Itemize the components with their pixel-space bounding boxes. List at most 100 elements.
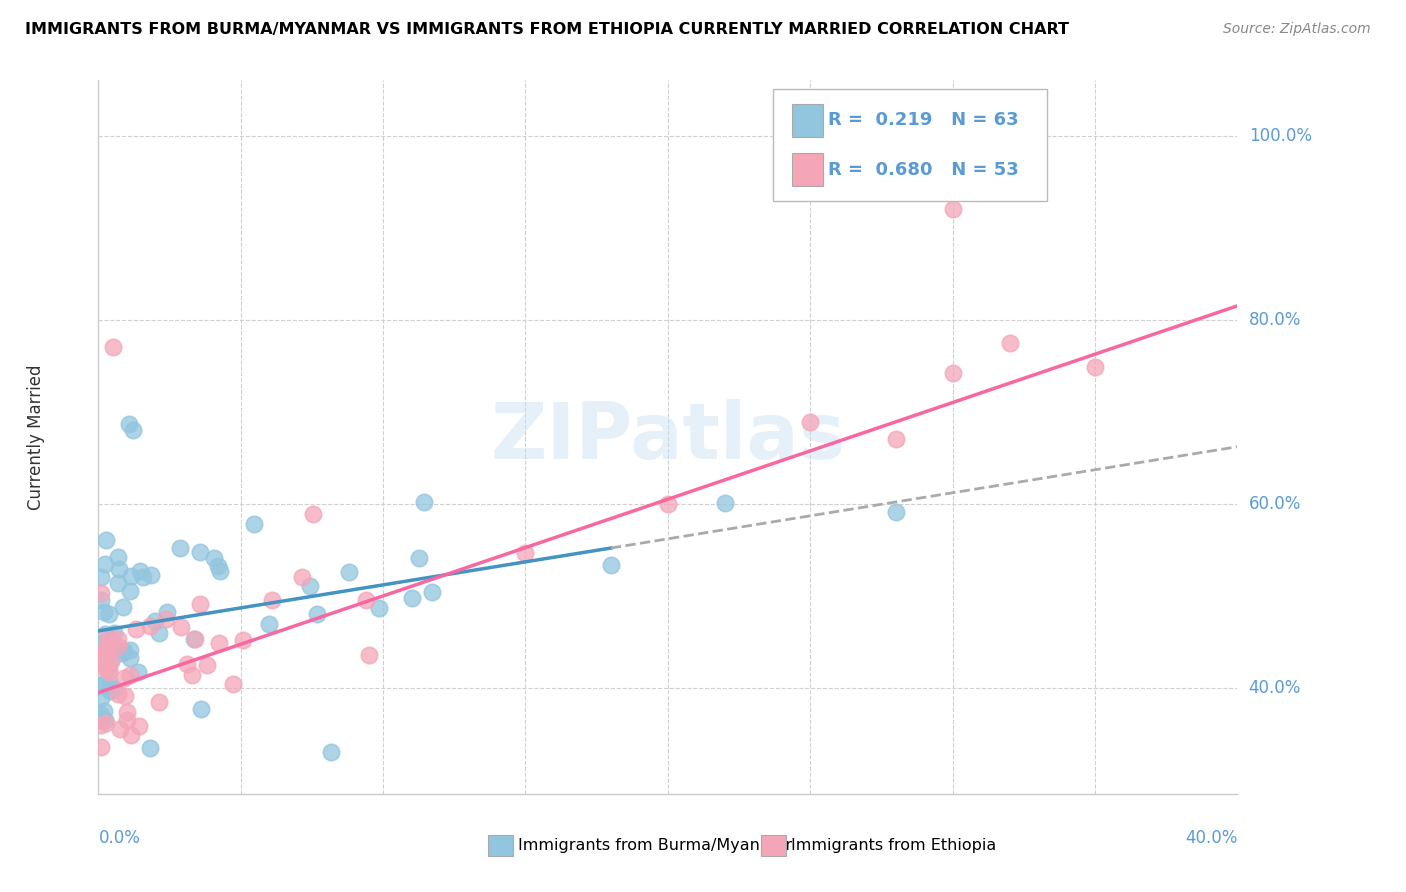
Point <box>128 719 150 733</box>
Point <box>148 695 170 709</box>
Point <box>108 562 131 576</box>
Point <box>107 576 129 591</box>
Point <box>90 679 112 693</box>
Point <box>96 716 118 731</box>
Point <box>408 551 430 566</box>
Point <box>98 665 121 680</box>
Point <box>357 648 380 663</box>
Point <box>139 567 162 582</box>
Point <box>121 423 143 437</box>
Point <box>114 689 136 703</box>
Point <box>368 600 391 615</box>
Point <box>208 636 231 650</box>
Point <box>107 632 129 646</box>
Point <box>188 597 211 611</box>
Point <box>118 584 141 599</box>
Point <box>115 713 138 727</box>
Text: Immigrants from Ethiopia: Immigrants from Ethiopia <box>790 838 995 853</box>
Point <box>600 558 623 573</box>
Point <box>155 612 177 626</box>
Point <box>259 616 281 631</box>
Point <box>107 639 129 653</box>
Text: Immigrants from Burma/Myanmar: Immigrants from Burma/Myanmar <box>517 838 792 853</box>
Point <box>884 433 907 447</box>
Point <box>107 687 129 701</box>
Point <box>94 533 117 548</box>
Point <box>93 647 115 661</box>
Point <box>156 605 179 619</box>
Point <box>884 505 907 519</box>
Point <box>112 644 135 658</box>
Point <box>97 662 120 676</box>
Point <box>412 495 434 509</box>
Point <box>299 579 322 593</box>
Text: 40.0%: 40.0% <box>1185 829 1237 847</box>
Text: 60.0%: 60.0% <box>1249 495 1301 513</box>
Point <box>112 599 135 614</box>
Point <box>176 657 198 671</box>
Text: R =  0.680   N = 53: R = 0.680 N = 53 <box>828 161 1019 178</box>
Point <box>942 202 965 217</box>
Point <box>207 559 229 574</box>
Point <box>97 636 120 650</box>
Point <box>180 667 202 681</box>
Text: 80.0%: 80.0% <box>1249 310 1301 328</box>
Point <box>132 570 155 584</box>
Point <box>94 557 117 571</box>
Point <box>90 570 112 584</box>
Point <box>90 586 112 600</box>
Point <box>94 626 117 640</box>
Text: 100.0%: 100.0% <box>1249 127 1312 145</box>
Point <box>100 632 122 647</box>
Point <box>101 340 124 354</box>
Point <box>103 626 125 640</box>
Point <box>515 546 537 560</box>
Point <box>184 632 207 646</box>
Point <box>321 745 343 759</box>
Point <box>97 630 120 644</box>
Point <box>143 614 166 628</box>
Point <box>195 658 218 673</box>
Text: IMMIGRANTS FROM BURMA/MYANMAR VS IMMIGRANTS FROM ETHIOPIA CURRENTLY MARRIED CORR: IMMIGRANTS FROM BURMA/MYANMAR VS IMMIGRA… <box>25 22 1070 37</box>
Point <box>100 654 122 668</box>
Point <box>120 642 142 657</box>
Point <box>714 495 737 509</box>
Text: 0.0%: 0.0% <box>98 829 141 847</box>
Point <box>110 722 132 736</box>
Point <box>96 661 118 675</box>
Point <box>799 415 821 429</box>
Point <box>657 497 679 511</box>
Text: ZIPatlas: ZIPatlas <box>491 399 845 475</box>
Point <box>118 651 141 665</box>
Text: 40.0%: 40.0% <box>1249 679 1301 697</box>
Text: Source: ZipAtlas.com: Source: ZipAtlas.com <box>1223 22 1371 37</box>
Point <box>401 591 423 605</box>
Point <box>998 335 1021 350</box>
Point <box>90 740 112 755</box>
Point <box>1084 360 1107 375</box>
Point <box>96 660 118 674</box>
Point <box>90 718 112 732</box>
Point <box>94 642 117 657</box>
Point <box>90 691 112 706</box>
Point <box>120 568 142 582</box>
Point <box>129 564 152 578</box>
Point <box>127 665 149 679</box>
Point <box>100 653 122 667</box>
Point <box>202 551 225 566</box>
Point <box>243 516 266 531</box>
Point <box>301 507 323 521</box>
Point <box>260 592 283 607</box>
Point <box>107 550 129 565</box>
Point <box>118 417 141 431</box>
Point <box>94 713 117 727</box>
Point <box>420 585 443 599</box>
Point <box>97 607 120 621</box>
Point <box>93 704 115 718</box>
Point <box>91 660 114 674</box>
FancyBboxPatch shape <box>488 835 513 856</box>
Point <box>138 740 160 755</box>
Point <box>90 655 112 669</box>
Point <box>96 650 118 665</box>
Point <box>232 632 254 647</box>
